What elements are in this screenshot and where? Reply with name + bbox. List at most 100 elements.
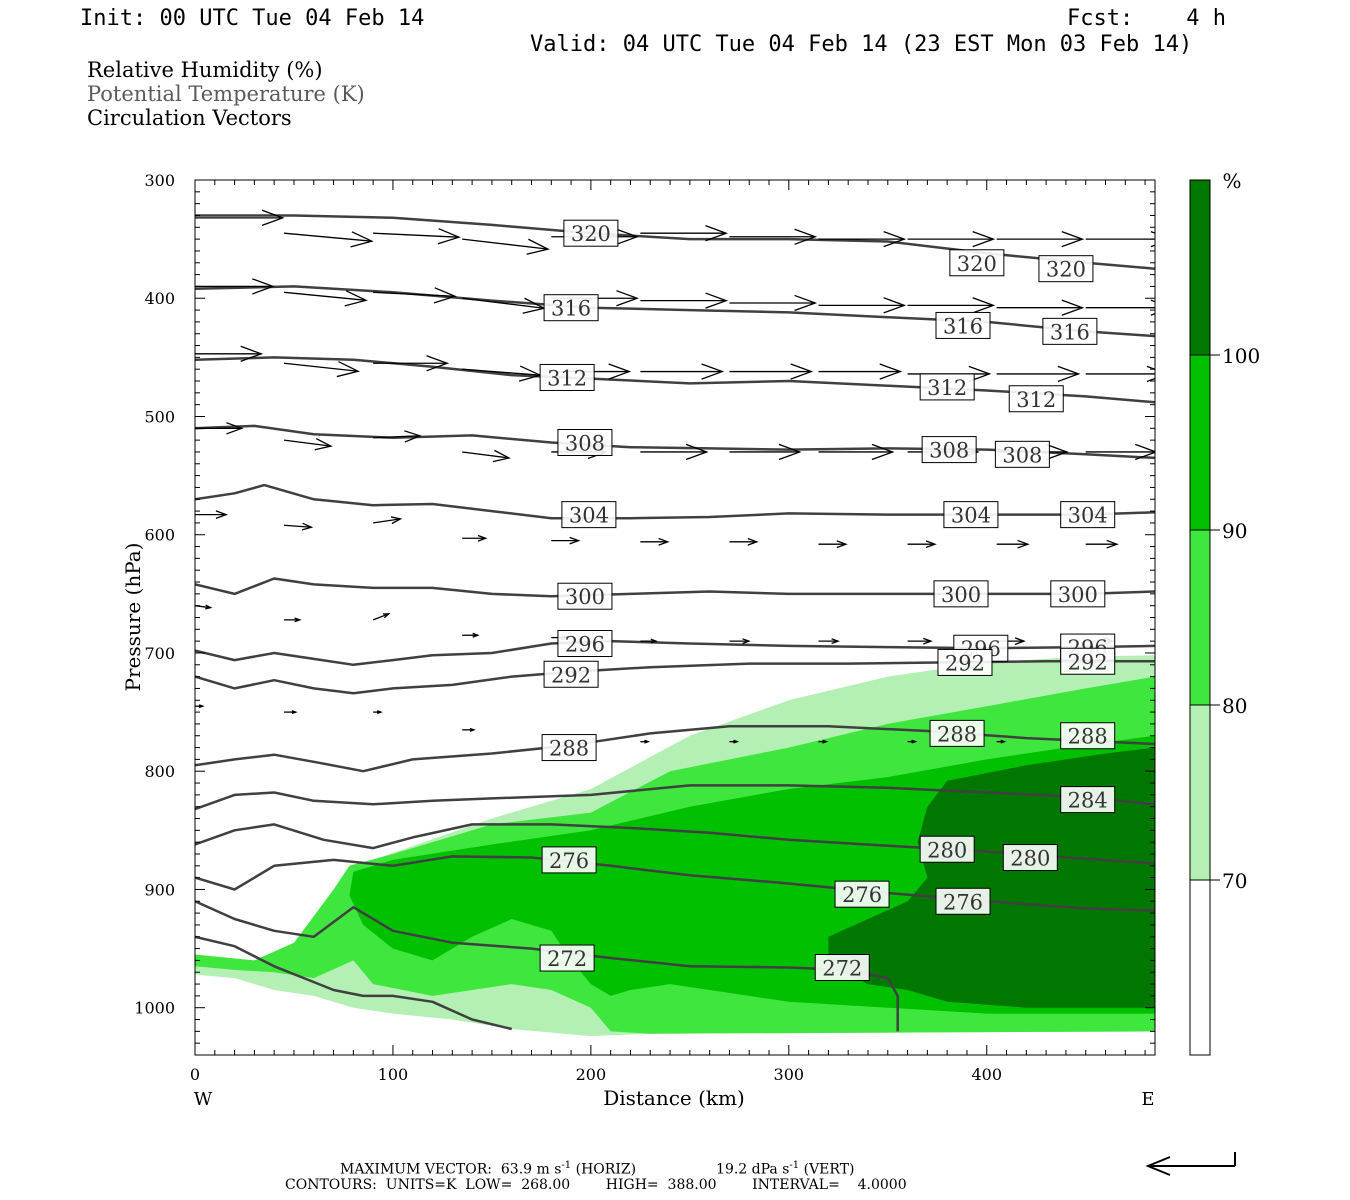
circulation-vector [818, 540, 848, 549]
vector-head [701, 363, 725, 380]
vector-shaft [373, 232, 459, 238]
theta-label-box [929, 719, 985, 747]
theta-label-box [1060, 786, 1116, 814]
colorbar-segment [1189, 354, 1211, 531]
theta-label-box [539, 363, 595, 391]
colorbar-segment [1189, 179, 1211, 356]
vector-shaft [284, 232, 372, 242]
theta-label-box [1038, 255, 1094, 283]
theta-label-text: 300 [1058, 583, 1098, 607]
theta-label: 292 [1060, 647, 1116, 675]
circulation-vector [1085, 539, 1119, 549]
theta-label-text: 284 [1068, 789, 1108, 813]
circulation-vector [996, 365, 1081, 383]
vector-head [1135, 443, 1155, 461]
circulation-vector [284, 522, 314, 531]
vector-head [644, 739, 651, 744]
vector-head [215, 510, 229, 519]
theta-label: 276 [541, 846, 597, 874]
y-tick-label: 900 [144, 880, 175, 899]
vector-head [1057, 365, 1081, 383]
vector-head [1014, 637, 1026, 646]
colorbar-level-label: 100 [1222, 344, 1260, 368]
vector-head [778, 443, 802, 461]
theta-label-box [539, 944, 595, 972]
vector-head [492, 449, 511, 463]
vector-head [526, 238, 550, 255]
vector-head [569, 536, 581, 545]
theta-contour-312 [195, 356, 1155, 404]
circulation-vector [551, 536, 581, 545]
theta-label-box [935, 887, 991, 915]
vert-exponent: -1 [789, 1160, 800, 1171]
theta-label-text: 308 [565, 432, 605, 456]
vector-shaft [462, 451, 510, 459]
vector-head [390, 516, 403, 525]
theta-label-text: 316 [551, 297, 591, 321]
circulation-vector [373, 516, 403, 525]
vector-shaft [284, 524, 312, 528]
theta-contour-320 [195, 214, 1155, 270]
vector-head [685, 443, 709, 461]
theta-label-box [933, 580, 989, 608]
max-vector-line: MAXIMUM VECTOR: 63.9 m s-1 (HORIZ) 19.2 d… [340, 1158, 855, 1178]
circulation-vector [907, 230, 996, 248]
vector-head [437, 228, 461, 245]
circulation-vector [284, 360, 361, 378]
circulation-vector [284, 710, 298, 715]
vector-head [733, 739, 740, 744]
y-tick-label: 1000 [134, 999, 175, 1018]
theta-label-box [1060, 722, 1116, 750]
vector-shaft [283, 439, 331, 447]
theta-label: 284 [1060, 786, 1116, 814]
y-tick-label: 400 [144, 289, 175, 308]
circulation-vector [195, 278, 275, 295]
theta-label-text: 276 [842, 883, 882, 907]
circulation-vector [1085, 443, 1155, 461]
circulation-vector [373, 287, 457, 304]
colorbar-segment [1189, 529, 1211, 706]
theta-label: 280 [919, 835, 975, 863]
theta-label-text: 272 [547, 947, 587, 971]
theta-label-text: 292 [945, 651, 985, 675]
vector-head [344, 290, 368, 307]
x-tick-label: 0 [190, 1065, 200, 1084]
theta-contour-316 [195, 285, 1155, 338]
theta-label-box [949, 249, 1005, 277]
circulation-vector [373, 430, 422, 443]
theta-label-text: 288 [549, 737, 589, 761]
theta-label-text: 288 [937, 722, 977, 746]
vector-head [252, 278, 275, 295]
theta-label-text: 280 [1010, 847, 1050, 871]
vector-head [972, 230, 996, 248]
colorbar-level-label: 90 [1222, 519, 1247, 543]
vector-head [658, 537, 670, 546]
circulation-vector [640, 225, 729, 242]
theta-label-box [1008, 385, 1064, 413]
theta-label-box [937, 648, 993, 676]
vector-head [794, 294, 818, 312]
vector-head [923, 637, 933, 645]
theta-label: 300 [557, 582, 613, 610]
theta-label: 288 [929, 719, 985, 747]
theta-label-text: 320 [571, 222, 611, 246]
theta-label-box [557, 429, 613, 456]
x-tick-label: 200 [576, 1065, 607, 1084]
theta-label-text: 312 [1016, 388, 1056, 412]
y-axis-label: Pressure (hPa) [121, 543, 145, 692]
theta-label: 292 [543, 660, 599, 688]
vector-head [1045, 443, 1069, 461]
vector-head [426, 355, 450, 372]
vector-head [650, 638, 658, 644]
theta-label: 288 [1060, 722, 1116, 750]
vector-shaft [373, 518, 401, 524]
vector-head [240, 345, 264, 362]
reference-vector-icon [1145, 1152, 1236, 1176]
vector-head [790, 363, 814, 380]
vector-head [350, 231, 374, 248]
vector-head [261, 209, 285, 226]
theta-label: 320 [949, 249, 1005, 277]
theta-label-box [543, 294, 599, 322]
theta-label: 312 [539, 363, 595, 391]
theta-label: 308 [921, 436, 977, 464]
